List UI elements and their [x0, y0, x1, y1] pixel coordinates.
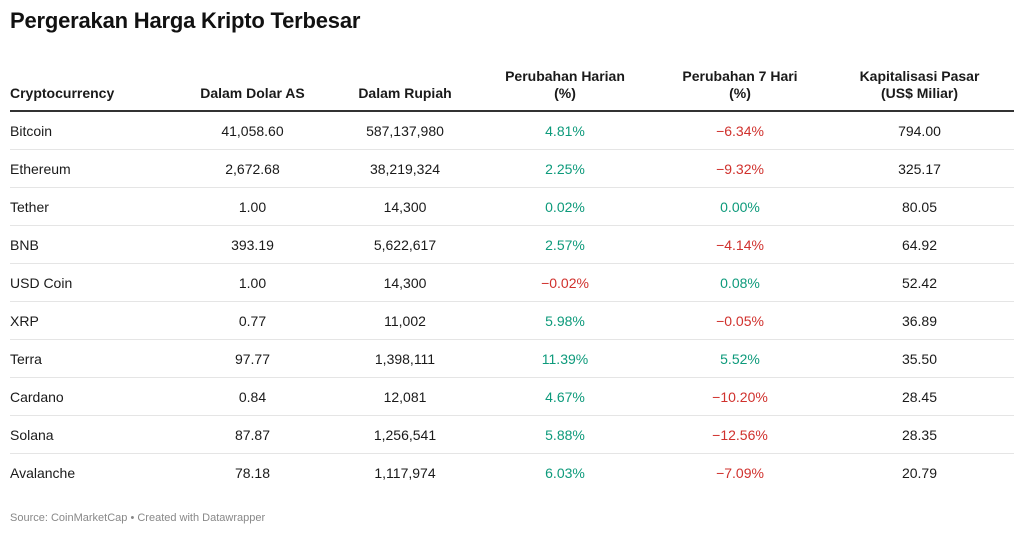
cell-idr: 12,081	[335, 377, 475, 416]
cell-daily-change: 0.02%	[475, 187, 655, 226]
cell-idr: 1,117,974	[374, 464, 436, 481]
cell-usd: 1.00	[170, 263, 335, 302]
cell-weekly-change: −6.34%	[655, 111, 825, 150]
cell-market-cap: 794.00	[825, 111, 1014, 150]
header-weekly-line1: Perubahan 7 Hari	[682, 68, 798, 84]
cell-idr: 38,219,324	[335, 149, 475, 188]
header-daily-line1: Perubahan Harian	[505, 68, 625, 84]
cell-daily-change: 11.39%	[475, 339, 655, 378]
table-row: Avalanche 78.18 1,117,974 6.03% −7.09% 20.79	[10, 454, 1014, 492]
cell-usd: 0.84	[170, 377, 335, 416]
cell-market-cap: 35.50	[825, 339, 1014, 378]
cell-idr: 587,137,980	[335, 111, 475, 150]
cell-daily-change: −0.02%	[475, 263, 655, 302]
cell-weekly-change: −10.20%	[655, 377, 825, 416]
cell-market-cap: 64.92	[825, 225, 1014, 264]
cell-daily-change: 6.03%	[545, 464, 585, 481]
table-header-row: Cryptocurrency Dalam Dolar AS Dalam Rupi…	[10, 62, 1014, 112]
table-row: Solana 87.87 1,256,541 5.88% −12.56% 28.35	[10, 415, 1014, 454]
table-row: Bitcoin 41,058.60 587,137,980 4.81% −6.34% 79…	[10, 111, 1014, 150]
cell-weekly-change: 0.08%	[655, 263, 825, 302]
cell-idr: 1,398,111	[335, 339, 475, 378]
cell-name: Tether	[10, 187, 170, 226]
header-cap-line1: Kapitalisasi Pasar	[859, 68, 980, 84]
cell-daily-change: 2.25%	[475, 149, 655, 188]
cell-idr: 11,002	[335, 301, 475, 340]
table-row: Ethereum 2,672.68 38,219,324 2.25% −9.32% 325…	[10, 149, 1014, 188]
cell-market-cap: 325.17	[825, 149, 1014, 188]
cell-name: Solana	[10, 415, 170, 454]
cell-daily-change: 4.67%	[475, 377, 655, 416]
cell-usd: 97.77	[170, 339, 335, 378]
cell-daily-change: 4.81%	[475, 111, 655, 150]
cell-daily-change: 5.88%	[475, 415, 655, 454]
header-cap-line2: (US$ Miliar)	[880, 85, 958, 101]
cell-name: Cardano	[10, 377, 170, 416]
header-idr: Dalam Rupiah	[335, 62, 475, 112]
header-daily-change: Perubahan Harian (%)	[475, 62, 655, 112]
source-note: Source: CoinMarketCap • Created with Dat…	[10, 512, 266, 524]
cell-name: BNB	[10, 225, 170, 264]
table-row: Cardano 0.84 12,081 4.67% −10.20% 28.45	[10, 377, 1014, 416]
cell-usd: 41,058.60	[170, 111, 335, 150]
cell-idr: 14,300	[335, 263, 475, 302]
cell-market-cap: 28.45	[825, 377, 1014, 416]
cell-name: Terra	[10, 339, 170, 378]
cell-usd: 393.19	[170, 225, 335, 264]
cell-market-cap: 80.05	[825, 187, 1014, 226]
cell-weekly-change: 0.00%	[655, 187, 825, 226]
cell-market-cap: 52.42	[825, 263, 1014, 302]
header-usd: Dalam Dolar AS	[170, 62, 335, 112]
table-row: Terra 97.77 1,398,111 11.39% 5.52% 35.50	[10, 339, 1014, 378]
cell-weekly-change: −12.56%	[655, 415, 825, 454]
cell-name: XRP	[10, 301, 170, 340]
header-daily-line2: (%)	[554, 85, 576, 101]
cell-market-cap: 20.79	[901, 464, 938, 481]
cell-weekly-change: −0.05%	[655, 301, 825, 340]
cell-weekly-change: −7.09%	[716, 464, 764, 481]
table-row: USD Coin 1.00 14,300 −0.02% 0.08% 52.42	[10, 263, 1014, 302]
cell-usd: 0.77	[170, 301, 335, 340]
cell-weekly-change: 5.52%	[655, 339, 825, 378]
header-weekly-change: Perubahan 7 Hari (%)	[655, 62, 825, 112]
table-body: Bitcoin 41,058.60 587,137,980 4.81% −6.34% 79…	[10, 111, 1014, 491]
cell-usd: 1.00	[170, 187, 335, 226]
cell-name: Avalanche	[10, 464, 76, 481]
cell-weekly-change: −9.32%	[655, 149, 825, 188]
cell-market-cap: 36.89	[825, 301, 1014, 340]
table-row: BNB 393.19 5,622,617 2.57% −4.14% 64.92	[10, 225, 1014, 264]
cell-name: Ethereum	[10, 149, 170, 188]
header-weekly-line2: (%)	[729, 85, 751, 101]
header-cryptocurrency: Cryptocurrency	[10, 62, 170, 112]
table-row: Tether 1.00 14,300 0.02% 0.00% 80.05	[10, 187, 1014, 226]
cell-market-cap: 28.35	[825, 415, 1014, 454]
page-title: Pergerakan Harga Kripto Terbesar	[10, 8, 361, 33]
crypto-table: Cryptocurrency Dalam Dolar AS Dalam Rupi…	[10, 62, 1014, 491]
cell-name: USD Coin	[10, 263, 170, 302]
header-market-cap: Kapitalisasi Pasar (US$ Miliar)	[825, 62, 1014, 112]
cell-usd: 87.87	[170, 415, 335, 454]
cell-daily-change: 5.98%	[475, 301, 655, 340]
cell-idr: 14,300	[335, 187, 475, 226]
cell-daily-change: 2.57%	[475, 225, 655, 264]
cell-weekly-change: −4.14%	[655, 225, 825, 264]
cell-usd: 2,672.68	[170, 149, 335, 188]
table-row: XRP 0.77 11,002 5.98% −0.05% 36.89	[10, 301, 1014, 340]
cell-idr: 5,622,617	[335, 225, 475, 264]
cell-usd: 78.18	[234, 464, 271, 481]
cell-idr: 1,256,541	[335, 415, 475, 454]
cell-name: Bitcoin	[10, 111, 170, 150]
